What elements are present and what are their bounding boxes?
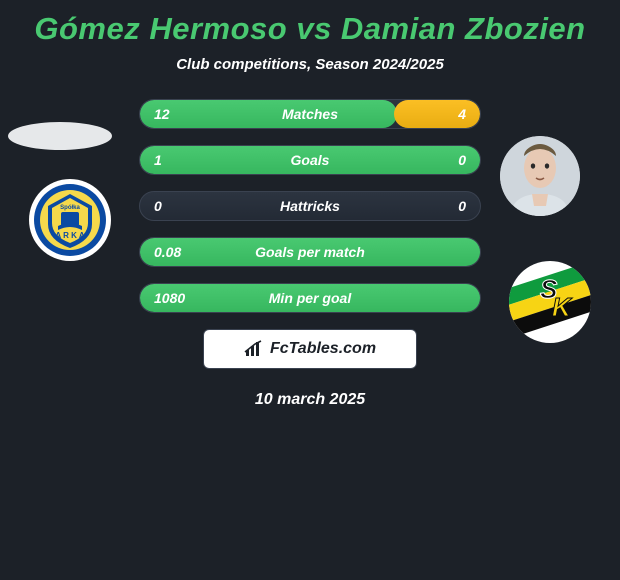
- stat-label: Min per goal: [140, 284, 480, 312]
- stripes-badge-icon: S K: [508, 260, 592, 344]
- subtitle: Club competitions, Season 2024/2025: [0, 56, 620, 73]
- date-line: 10 march 2025: [0, 391, 620, 409]
- stat-label: Goals per match: [140, 238, 480, 266]
- club-badge-right: S K: [508, 260, 592, 344]
- stat-value-right: 4: [458, 100, 466, 128]
- club-badge-left: Spółka A R K A: [28, 178, 112, 262]
- brand-box[interactable]: FcTables.com: [203, 329, 417, 369]
- player-silhouette-icon: [500, 136, 580, 216]
- stat-label: Matches: [140, 100, 480, 128]
- brand-text: FcTables.com: [270, 340, 376, 358]
- stat-value-right: 0: [458, 146, 466, 174]
- stat-row: 12 Matches 4: [139, 99, 481, 129]
- arka-badge-icon: Spółka A R K A: [28, 178, 112, 262]
- bar-chart-icon: [244, 340, 264, 358]
- stat-label: Goals: [140, 146, 480, 174]
- svg-text:Spółka: Spółka: [60, 205, 80, 211]
- stat-row: 1080 Min per goal: [139, 283, 481, 313]
- svg-text:A R K A: A R K A: [55, 231, 84, 240]
- stat-value-right: 0: [458, 192, 466, 220]
- player-left-photo: [8, 122, 112, 150]
- svg-text:K: K: [552, 292, 573, 322]
- player-right-photo: [500, 136, 580, 216]
- stat-label: Hattricks: [140, 192, 480, 220]
- stat-row: 0.08 Goals per match: [139, 237, 481, 267]
- stat-row: 0 Hattricks 0: [139, 191, 481, 221]
- stat-row: 1 Goals 0: [139, 145, 481, 175]
- comparison-card: Gómez Hermoso vs Damian Zbozien Club com…: [0, 0, 620, 580]
- page-title: Gómez Hermoso vs Damian Zbozien: [0, 12, 620, 46]
